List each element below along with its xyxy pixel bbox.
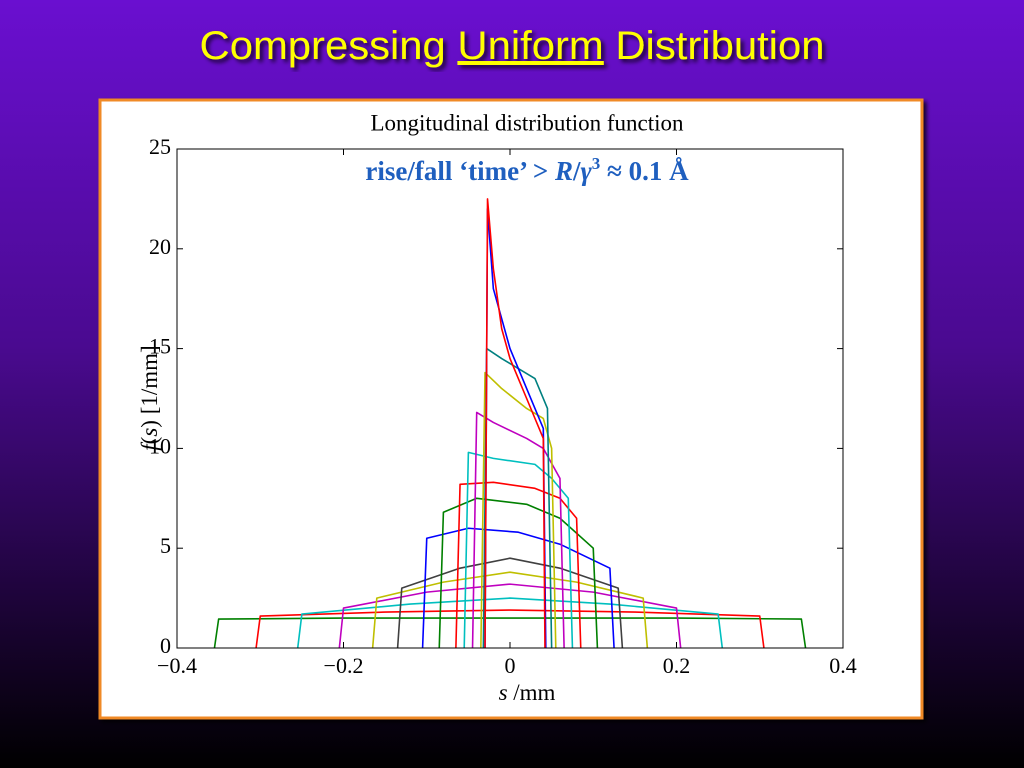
label-part: s: [137, 428, 162, 437]
x-tick-label: 0: [505, 653, 516, 678]
y-tick-label: 5: [160, 533, 171, 558]
title-part: Compressing: [200, 24, 458, 68]
series-line: [421, 527, 615, 649]
series-line: [338, 583, 682, 649]
title-part: Uniform: [457, 24, 603, 68]
chart-panel: [98, 98, 924, 720]
annotation-part: 3: [592, 154, 601, 173]
series-line: [455, 481, 582, 649]
x-tick-label: 0.2: [663, 653, 691, 678]
y-tick-label: 20: [149, 234, 171, 259]
series-line: [463, 451, 574, 649]
x-tick-label: −0.2: [324, 653, 364, 678]
chart-title: Longitudinal distribution function: [370, 110, 684, 135]
slide-title: Compressing Uniform Distribution: [200, 24, 825, 68]
x-tick-label: 0.4: [829, 653, 857, 678]
label-part: /mm: [508, 680, 556, 705]
label-part: (: [137, 437, 162, 445]
y-tick-label: 15: [149, 334, 171, 359]
y-tick-label: 0: [160, 633, 171, 658]
annotation-part: /: [572, 156, 581, 186]
x-tick-label: −0.4: [157, 653, 197, 678]
y-tick-label: 10: [149, 433, 171, 458]
title-part: Distribution: [604, 24, 825, 68]
annotation-part: R: [554, 156, 573, 186]
series-line: [484, 198, 546, 649]
annotation-part: γ: [581, 156, 593, 186]
y-axis-label: f(s) [1/mm]: [137, 345, 162, 450]
annotation-part: rise/fall ‘time’ >: [365, 156, 555, 186]
series-line: [371, 571, 649, 649]
annotation-part: ≈ 0.1 Å: [600, 156, 689, 186]
x-axis-label: s /mm: [499, 680, 556, 705]
series-line: [396, 557, 624, 649]
plot-area: [213, 198, 807, 649]
series-line: [255, 609, 765, 649]
series-line: [296, 597, 724, 649]
y-tick-label: 25: [149, 134, 171, 159]
series-line: [438, 497, 599, 649]
label-part: f: [137, 441, 162, 451]
label-part: ) [1/mm]: [137, 345, 162, 427]
label-part: s: [499, 680, 508, 705]
series-line: [480, 371, 557, 649]
series-line: [213, 617, 807, 649]
series-line: [471, 411, 565, 649]
annotation: rise/fall ‘time’ > R/γ3 ≈ 0.1 Å: [365, 154, 689, 186]
